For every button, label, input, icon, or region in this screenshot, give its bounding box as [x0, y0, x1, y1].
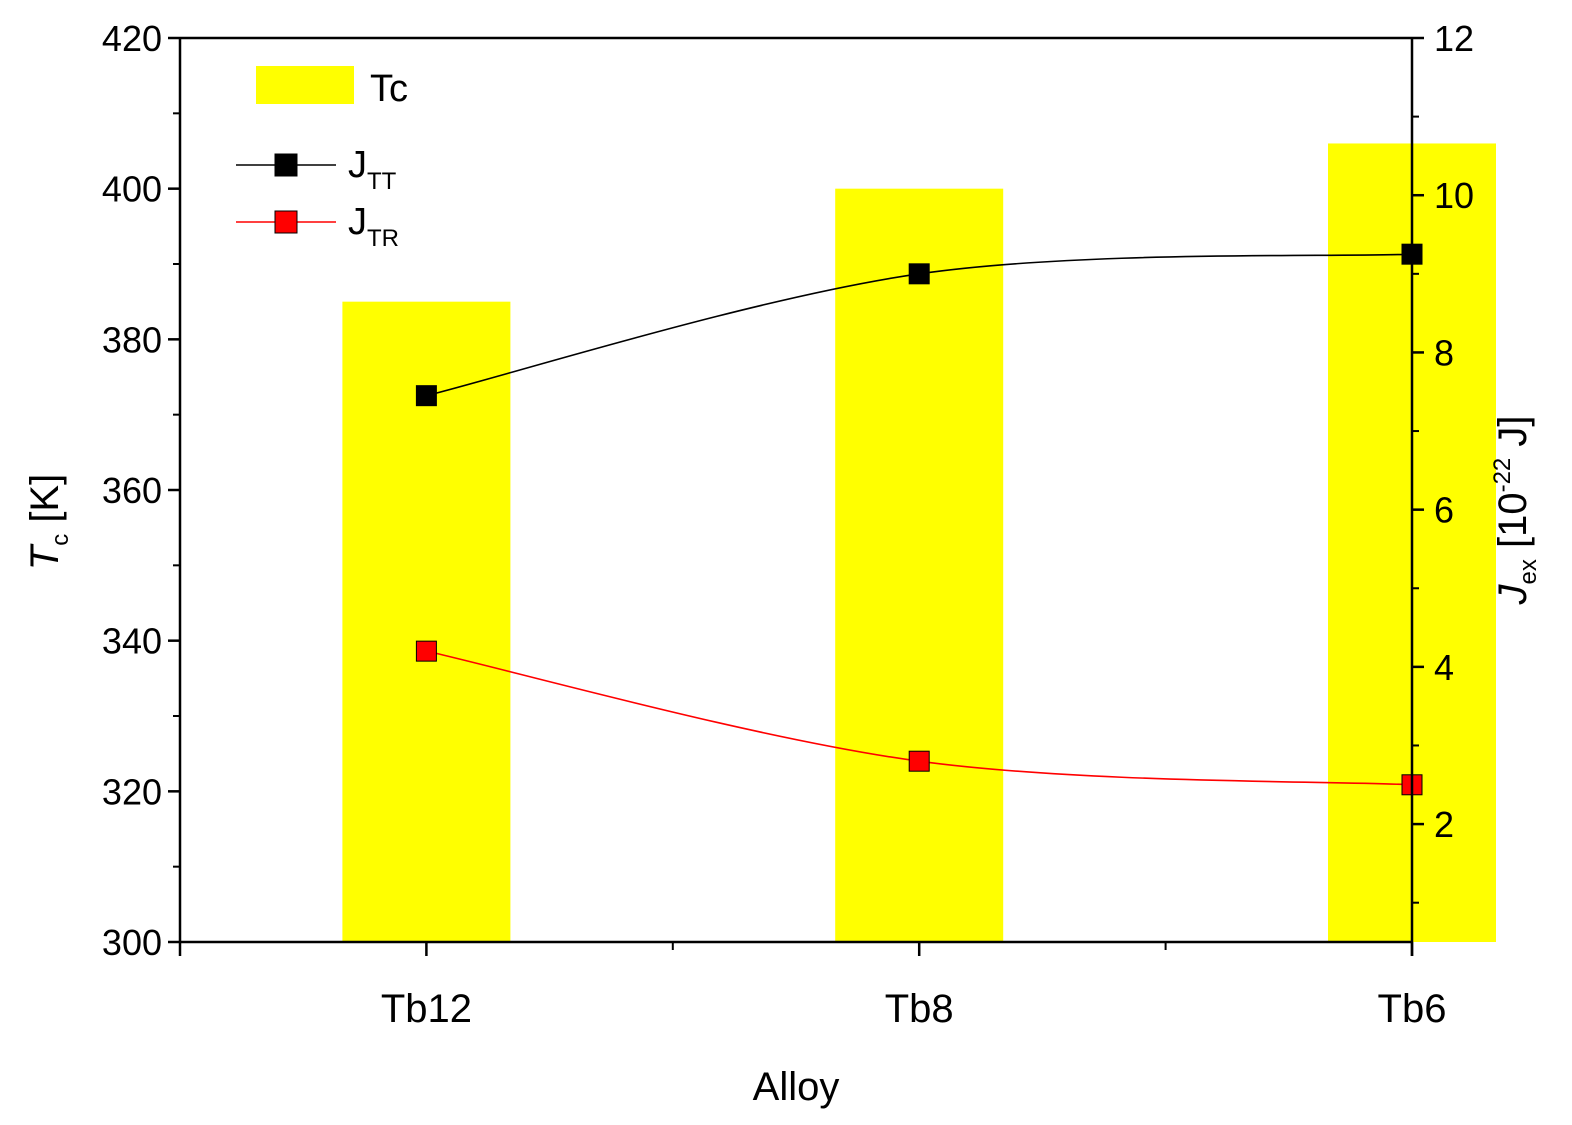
- point-jtt-tb12: [415, 385, 437, 407]
- left-tick-label: 320: [102, 771, 162, 812]
- ticks-layer: 300 320 340 360 380 400 420 2 4 6 8 10 12 Tb12 Tb8 Tb6: [102, 18, 1474, 1031]
- legend-marker-jtr: [274, 210, 298, 234]
- left-axis-title-unit: [K]: [23, 474, 67, 534]
- left-tick-label: 300: [102, 922, 162, 963]
- bar-tb8: [835, 188, 1004, 942]
- legend-label-tc: Tc: [370, 68, 408, 110]
- right-tick-label: 6: [1434, 490, 1454, 531]
- left-axis-title-main: T: [23, 543, 67, 570]
- left-tick-label: 420: [102, 18, 162, 59]
- right-axis-title-sub: ex: [1515, 559, 1542, 584]
- right-tick-label: 2: [1434, 804, 1454, 845]
- right-tick-label: 10: [1434, 175, 1474, 216]
- bar-tb12: [342, 301, 511, 943]
- x-tick-label-tb12: Tb12: [381, 987, 472, 1031]
- right-axis-title: Jex [10-22 J]: [1489, 416, 1542, 606]
- left-tick-label: 400: [102, 169, 162, 210]
- point-jtr-tb12: [415, 640, 437, 662]
- left-axis-title: Tc [K]: [23, 474, 74, 570]
- right-tick-label: 8: [1434, 332, 1454, 373]
- right-tick-label: 4: [1434, 647, 1454, 688]
- legend-label-jtt-sub: TT: [367, 168, 397, 195]
- x-tick-label-tb6: Tb6: [1378, 987, 1447, 1031]
- legend-label-jtr: JTR: [348, 201, 399, 252]
- x-axis-title: Alloy: [753, 1065, 840, 1109]
- point-jtr-tb8: [908, 750, 930, 772]
- right-axis-title-unit-post: J]: [1491, 416, 1535, 458]
- legend-marker-jtt: [274, 153, 298, 177]
- right-axis-title-main: J: [1491, 584, 1535, 606]
- legend-label-jtt-main: J: [348, 144, 367, 186]
- legend: Tc JTT JTR: [236, 66, 408, 252]
- left-axis-title-sub: c: [47, 534, 74, 546]
- legend-label-jtt: JTT: [348, 144, 397, 195]
- point-jtt-tb8: [908, 263, 930, 285]
- left-tick-label: 340: [102, 621, 162, 662]
- right-axis-title-unit-pre: [10: [1491, 492, 1535, 559]
- legend-label-jtr-sub: TR: [367, 225, 399, 252]
- right-axis-title-exponent: -22: [1489, 458, 1516, 493]
- lines-layer: [415, 243, 1423, 796]
- right-tick-label: 12: [1434, 18, 1474, 59]
- legend-label-jtr-main: J: [348, 201, 367, 243]
- legend-swatch-tc: [256, 66, 354, 104]
- left-tick-label: 360: [102, 470, 162, 511]
- left-tick-label: 380: [102, 319, 162, 360]
- bars-layer: [342, 143, 1496, 943]
- x-tick-label-tb8: Tb8: [885, 987, 954, 1031]
